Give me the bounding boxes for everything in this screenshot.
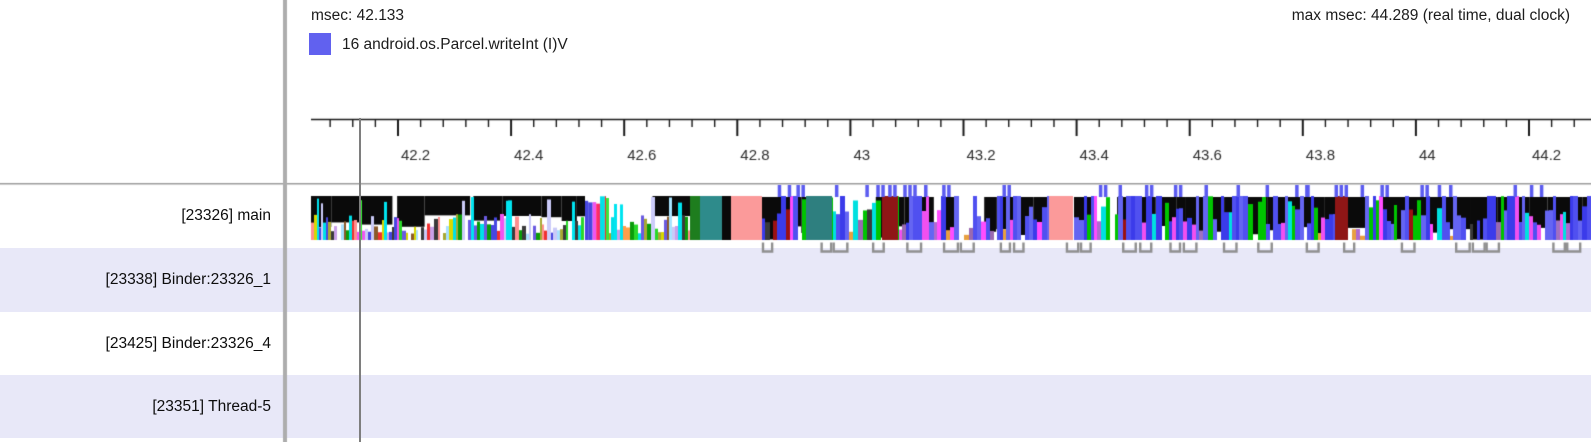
time-cursor-line[interactable]: [359, 118, 361, 442]
cursor-msec-readout: msec: 42.133: [311, 7, 405, 24]
max-msec-readout: max msec: 44.289 (real time, dual clock): [1291, 7, 1570, 24]
selected-method-label: 16 android.os.Parcel.writeInt (I)V: [342, 36, 568, 53]
selected-method-swatch: [309, 33, 331, 55]
